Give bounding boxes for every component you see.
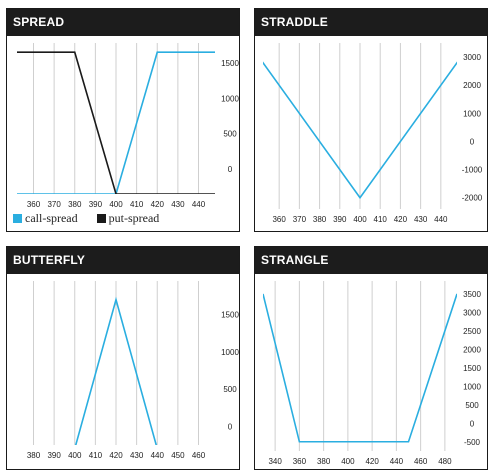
x-tick-label: 440: [390, 457, 404, 466]
x-tick-label: 440: [192, 200, 206, 209]
x-tick-label: 380: [313, 215, 327, 224]
strangle-chart: 340 360 380 400 420 440 460 480 -500 0 500 1000 1500…: [263, 281, 481, 466]
x-tick-label: 390: [89, 200, 103, 209]
chart-legend: call-spread put-spread: [13, 211, 159, 226]
x-tick-label: 360: [27, 200, 41, 209]
x-tick-label: 440: [151, 451, 165, 460]
x-tick-label: 410: [89, 451, 103, 460]
y-tick-label: 0: [228, 165, 233, 174]
x-tick-label: 360: [293, 457, 307, 466]
y-tick-label: 3000: [463, 308, 481, 317]
x-tick-label: 410: [374, 215, 388, 224]
y-tick-label: 1500: [221, 59, 239, 68]
x-tick-label: 440: [434, 215, 448, 224]
legend-item-put-spread: put-spread: [96, 211, 160, 225]
straddle-panel: STRADDLE 360 370 380 390 400 410 420 430 440 -200…: [254, 8, 488, 232]
y-tick-label: 2000: [463, 81, 481, 90]
spread-panel: SPREAD 360 370 380 390 400 410 420 430 440 0 500 10…: [6, 8, 240, 232]
series-group: [17, 51, 215, 194]
x-tick-label: 420: [394, 215, 408, 224]
chart-title: BUTTERFLY: [7, 247, 239, 274]
chart-title: STRANGLE: [255, 247, 487, 274]
straddle-chart: 360 370 380 390 400 410 420 430 440 -2000 -1000 0 10…: [263, 43, 483, 224]
x-tick-label: 480: [438, 457, 452, 466]
series-group: [74, 296, 158, 445]
x-tick-label: 430: [171, 200, 185, 209]
x-tick-label: 370: [47, 200, 61, 209]
y-tick-label: 2000: [463, 345, 481, 354]
butterfly-panel: BUTTERFLY 380 390 400 410 420 430 440 450 460 0 50…: [6, 246, 240, 470]
y-tick-label: 1000: [221, 94, 239, 103]
x-tick-label: 360: [272, 215, 286, 224]
x-tick-label: 430: [130, 451, 144, 460]
x-tick-label: 400: [341, 457, 355, 466]
x-tick-label: 450: [171, 451, 185, 460]
y-tick-label: 1000: [463, 382, 481, 391]
series-line-series-0: [74, 296, 158, 445]
legend-swatch-call-icon: [13, 214, 22, 223]
y-tick-label: 1000: [221, 348, 239, 357]
y-tick-label: 500: [223, 385, 237, 394]
x-tick-label: 460: [414, 457, 428, 466]
series-line-series-0: [263, 293, 457, 443]
y-tick-label: -500: [464, 438, 481, 447]
y-tick-label: 1000: [463, 109, 481, 118]
x-tick-label: 400: [109, 200, 123, 209]
y-tick-label: 0: [470, 419, 475, 428]
x-tick-label: 340: [268, 457, 282, 466]
y-tick-label: 3000: [463, 53, 481, 62]
series-line-series-0: [263, 61, 457, 200]
x-tick-label: 390: [333, 215, 347, 224]
y-tick-label: 3500: [463, 290, 481, 299]
y-tick-label: -1000: [462, 166, 483, 175]
x-tick-label: 410: [130, 200, 144, 209]
spread-chart: 360 370 380 390 400 410 420 430 440 0 500 1000 1500: [17, 43, 239, 209]
x-tick-label: 390: [47, 451, 61, 460]
x-tick-label: 460: [192, 451, 206, 460]
y-tick-label: 500: [465, 401, 479, 410]
legend-label: put-spread: [108, 211, 160, 225]
series-group: [263, 293, 457, 443]
series-group: [263, 61, 457, 200]
series-line-call-spread: [17, 51, 215, 194]
y-tick-label: 2500: [463, 327, 481, 336]
chart-title: STRADDLE: [255, 9, 487, 36]
legend-label: call-spread: [25, 211, 78, 225]
x-tick-label: 380: [68, 200, 82, 209]
y-tick-label: 500: [223, 130, 237, 139]
x-tick-label: 420: [109, 451, 123, 460]
legend-item-call-spread: call-spread: [13, 211, 81, 225]
chart-title: SPREAD: [7, 9, 239, 36]
y-tick-label: 1500: [463, 364, 481, 373]
x-tick-label: 420: [365, 457, 379, 466]
butterfly-chart: 380 390 400 410 420 430 440 450 460 0 500 1000 1500: [27, 281, 239, 460]
x-tick-label: 370: [293, 215, 307, 224]
x-tick-label: 380: [317, 457, 331, 466]
x-tick-label: 400: [353, 215, 367, 224]
series-line-put-spread: [17, 51, 215, 194]
legend-swatch-put-icon: [96, 214, 106, 223]
x-tick-label: 380: [27, 451, 41, 460]
y-tick-label: 0: [470, 137, 475, 146]
y-tick-label: 0: [228, 422, 233, 431]
x-tick-label: 430: [414, 215, 428, 224]
y-tick-label: -2000: [462, 194, 483, 203]
y-tick-label: 1500: [221, 311, 239, 320]
x-tick-label: 400: [68, 451, 82, 460]
x-tick-label: 420: [151, 200, 165, 209]
strangle-panel: STRANGLE 340 360 380 400 420 440 460 480 -500 0 50…: [254, 246, 488, 470]
